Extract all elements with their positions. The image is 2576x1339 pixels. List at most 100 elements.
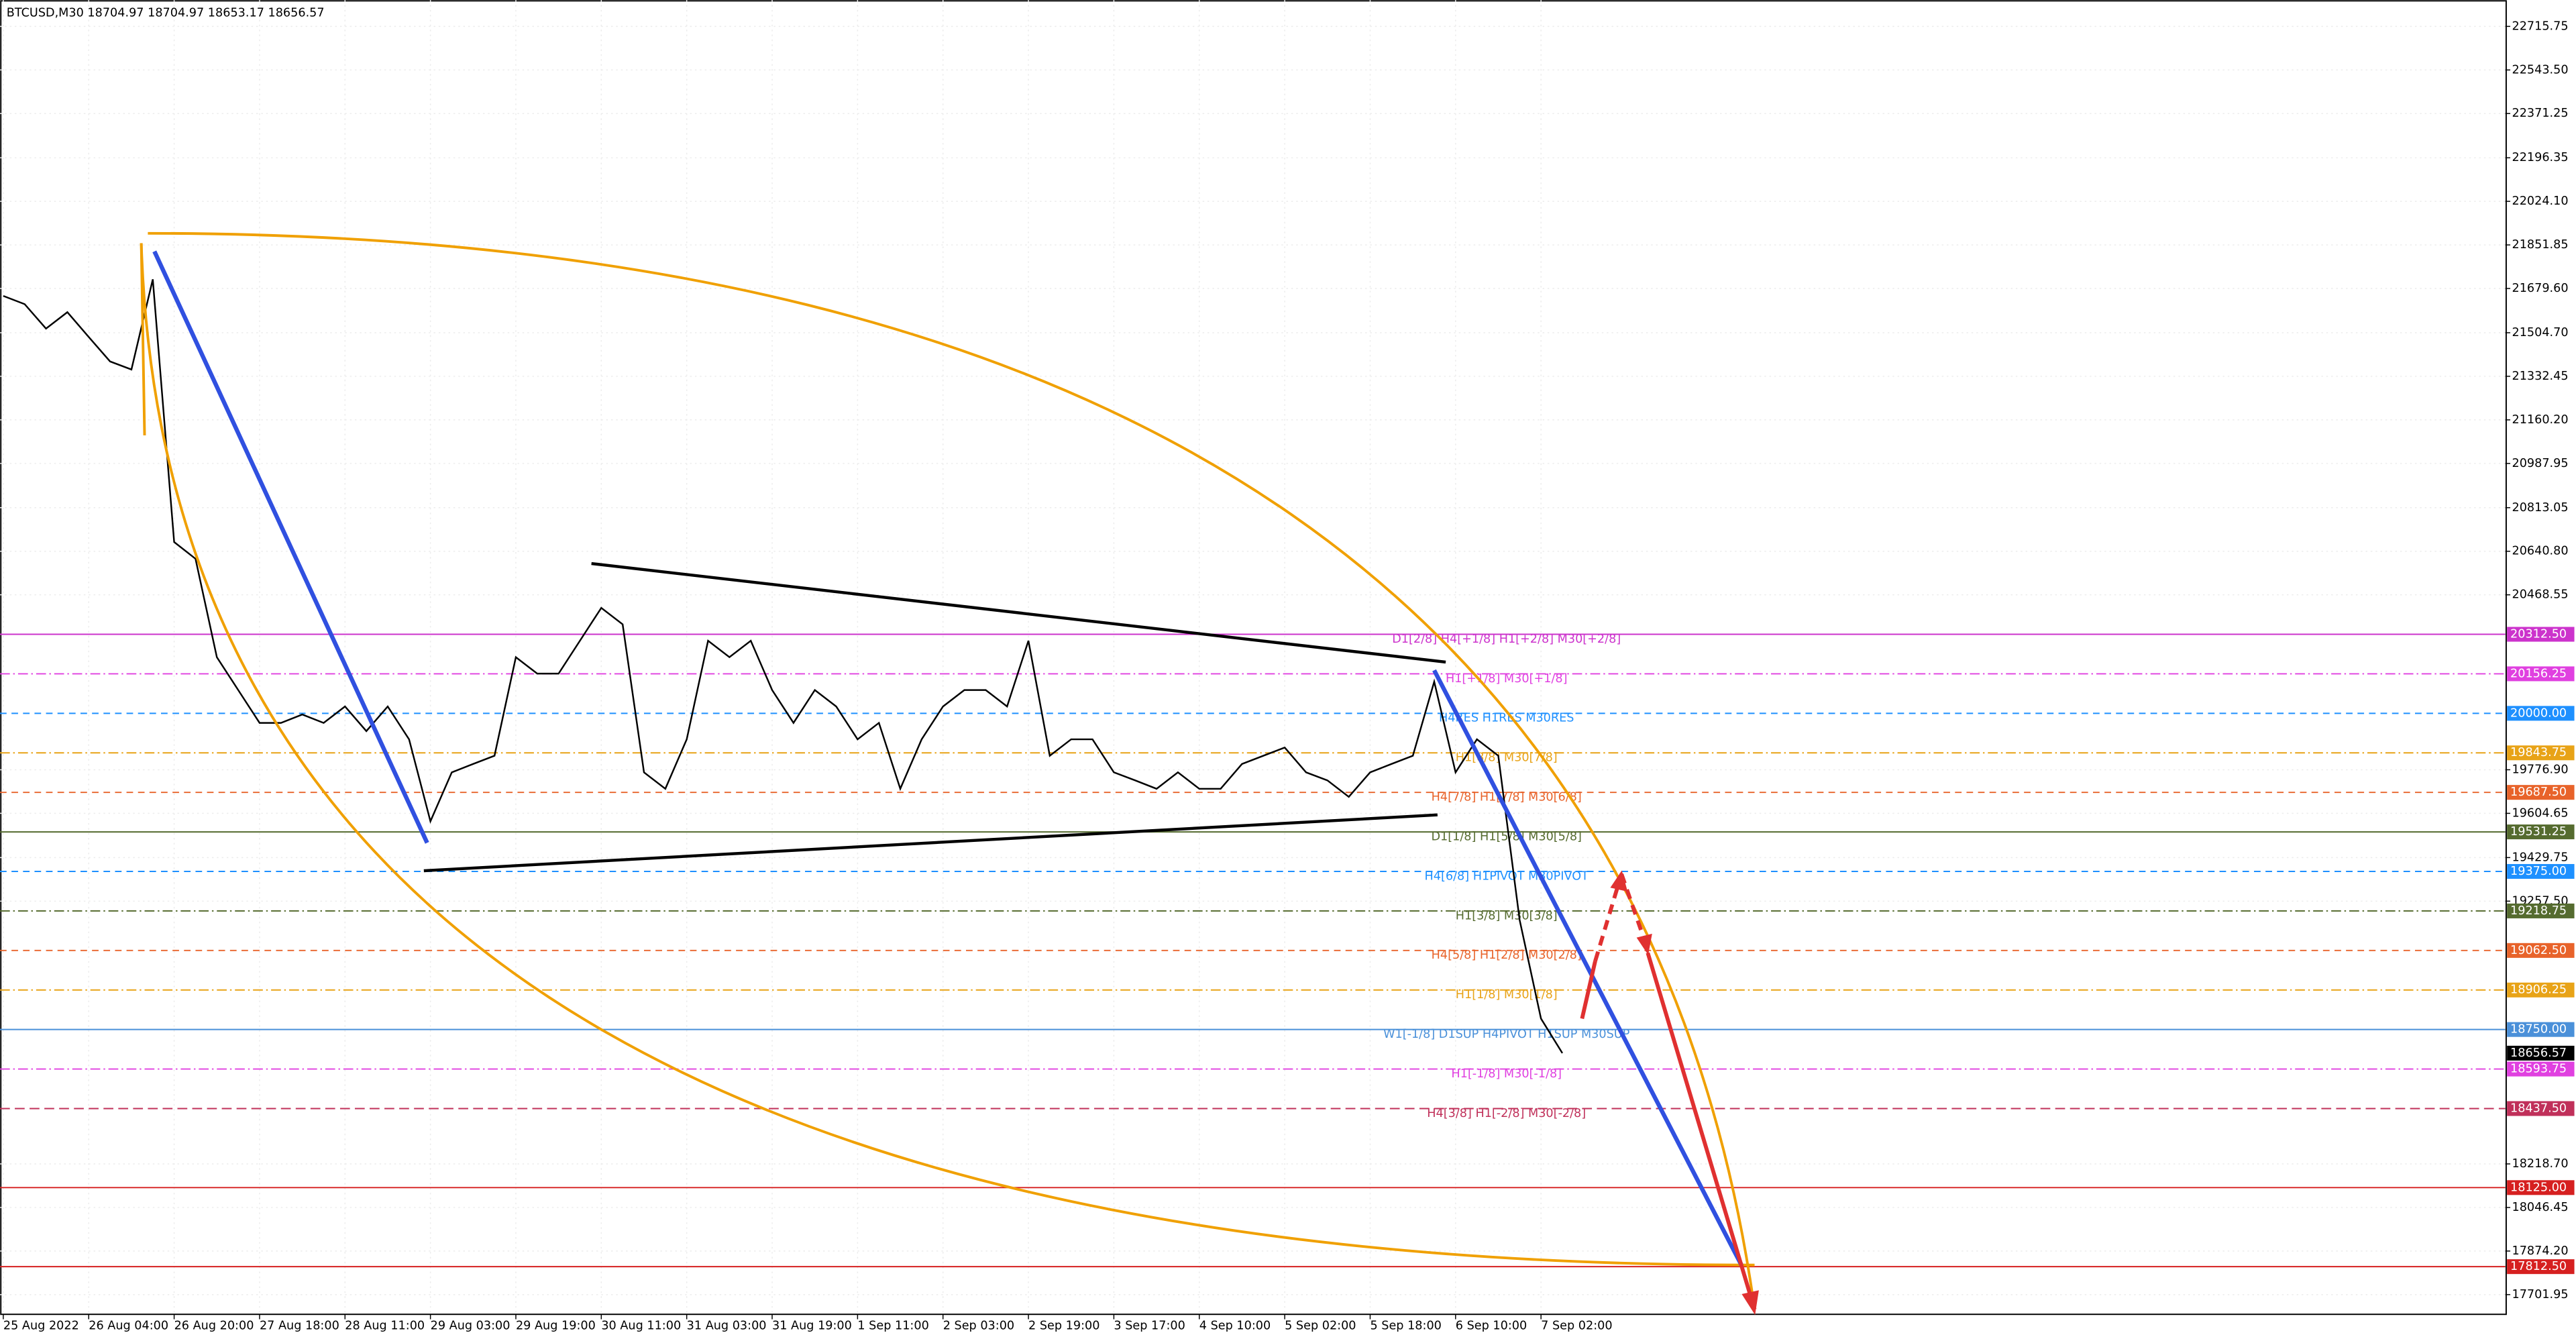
x-tick-label: 25 Aug 2022 xyxy=(3,1319,79,1332)
y-tick-label: 21332.45 xyxy=(2512,370,2568,383)
x-tick-label: 29 Aug 03:00 xyxy=(431,1319,511,1332)
x-tick-label: 5 Sep 18:00 xyxy=(1370,1319,1441,1332)
y-tick-label: 19776.90 xyxy=(2512,763,2568,776)
arrow-head xyxy=(1636,933,1652,955)
price-label: 18593.75 xyxy=(2510,1063,2567,1076)
arrow xyxy=(1646,952,1757,1310)
y-tick-label: 19429.75 xyxy=(2512,851,2568,864)
trend-line xyxy=(591,561,1446,664)
axes: 22715.75 22543.50 22371.25 22196.35 22024.10… xyxy=(3,19,2575,1332)
level-text: H1[3/8] M30[3/8] xyxy=(1456,909,1558,922)
y-tick-label: 18218.70 xyxy=(2512,1157,2568,1171)
level-text: D1[2/8] H4[+1/8] H1[+2/8] M30[+2/8] xyxy=(1392,633,1621,646)
x-tick-label: 29 Aug 19:00 xyxy=(516,1319,596,1332)
y-tick-label: 17701.95 xyxy=(2512,1288,2568,1301)
level-text: W1[-1/8] D1SUP H4PIVOT H1SUP M30SUP xyxy=(1383,1028,1630,1041)
y-tick-label: 22715.75 xyxy=(2512,19,2568,33)
price-box xyxy=(2507,666,2575,682)
level-text: H1[-1/8] M30[-1/8] xyxy=(1451,1067,1562,1081)
y-tick-label: 18046.45 xyxy=(2512,1201,2568,1214)
price-label: 17812.50 xyxy=(2510,1260,2567,1273)
level-text: H1[1/8] M30[1/8] xyxy=(1456,988,1558,1002)
series xyxy=(3,279,1564,1054)
x-tick-label: 27 Aug 18:00 xyxy=(260,1319,339,1332)
x-tick-label: 31 Aug 19:00 xyxy=(772,1319,852,1332)
drawings xyxy=(140,231,1759,1316)
x-tick-label: 7 Sep 02:00 xyxy=(1541,1319,1612,1332)
price-label: 19531.25 xyxy=(2510,825,2567,839)
arc xyxy=(140,243,1755,1267)
chart-title: BTCUSD,M30 18704.97 18704.97 18653.17 18… xyxy=(7,7,325,20)
x-tick-label: 26 Aug 20:00 xyxy=(174,1319,254,1332)
level-text: H1[+1/8] M30[+1/8] xyxy=(1446,672,1567,686)
level-text: H4[3/8] H1[-2/8] M30[-2/8] xyxy=(1427,1107,1586,1120)
price-box xyxy=(2507,627,2575,642)
y-tick-label: 22543.50 xyxy=(2512,63,2568,76)
levels: D1[2/8] H4[+1/8] H1[+2/8] M30[+2/8] H1[+1… xyxy=(0,633,2506,1268)
current-price-box xyxy=(2507,1045,2575,1061)
price-box xyxy=(2507,943,2575,958)
price-label: 19218.75 xyxy=(2510,904,2567,918)
y-tick-label: 21679.60 xyxy=(2512,282,2568,295)
x-tick-label: 2 Sep 19:00 xyxy=(1028,1319,1099,1332)
price-label: 19843.75 xyxy=(2510,746,2567,759)
price-box xyxy=(2507,785,2575,800)
price-label: 18437.50 xyxy=(2510,1102,2567,1115)
level-text: D1[1/8] H1[5/8] M30[5/8] xyxy=(1431,830,1581,843)
price-label: 20000.00 xyxy=(2510,706,2567,720)
x-tick-label: 28 Aug 11:00 xyxy=(345,1319,425,1332)
level-text: H4[7/8] H1[7/8] M30[6/8] xyxy=(1432,791,1582,804)
price-label: 19062.50 xyxy=(2510,944,2567,957)
y-tick-label: 22196.35 xyxy=(2512,151,2568,164)
price-box xyxy=(2507,863,2575,879)
x-tick-label: 3 Sep 17:00 xyxy=(1114,1319,1185,1332)
level-text: H4[6/8] H1PIVOT M30PIVOT xyxy=(1425,869,1589,883)
price-label: 20156.25 xyxy=(2510,667,2567,680)
x-tick-label: 5 Sep 02:00 xyxy=(1285,1319,1356,1332)
x-tick-label: 26 Aug 04:00 xyxy=(89,1319,168,1332)
price-box xyxy=(2507,1180,2575,1195)
x-tick-label: 2 Sep 03:00 xyxy=(943,1319,1014,1332)
level-text: H4RES H1RES M30RES xyxy=(1439,712,1574,725)
current-price-label: 18656.57 xyxy=(2510,1047,2567,1060)
y-tick-label: 22024.10 xyxy=(2512,195,2568,208)
price-box xyxy=(2507,1259,2575,1275)
arc xyxy=(148,231,1756,1310)
price-label: 19687.50 xyxy=(2510,786,2567,799)
y-tick-label: 20468.55 xyxy=(2512,588,2568,602)
price-box xyxy=(2507,982,2575,998)
x-tick-label: 4 Sep 10:00 xyxy=(1199,1319,1271,1332)
y-tick-label: 21504.70 xyxy=(2512,326,2568,339)
price-line xyxy=(3,279,1564,1054)
y-tick-label: 20987.95 xyxy=(2512,457,2568,470)
x-tick-label: 6 Sep 10:00 xyxy=(1456,1319,1527,1332)
arrow xyxy=(1580,961,1597,1020)
x-tick-label: 31 Aug 03:00 xyxy=(687,1319,767,1332)
y-tick-label: 21851.85 xyxy=(2512,238,2568,252)
plot-frame xyxy=(0,0,2507,1316)
y-tick-label: 20813.05 xyxy=(2512,501,2568,515)
y-tick-label: 22371.25 xyxy=(2512,107,2568,120)
price-box xyxy=(2507,1061,2575,1077)
price-label: 18906.25 xyxy=(2510,983,2567,997)
price-label: 19375.00 xyxy=(2510,865,2567,878)
trend-line xyxy=(1432,669,1743,1267)
price-box xyxy=(2507,1022,2575,1037)
price-box xyxy=(2507,745,2575,761)
arrow-head xyxy=(1741,1290,1759,1316)
price-box xyxy=(2507,824,2575,840)
price-label: 18125.00 xyxy=(2510,1181,2567,1194)
grid xyxy=(0,0,2506,1315)
x-tick-label: 30 Aug 11:00 xyxy=(601,1319,681,1332)
trend-line xyxy=(423,813,1438,873)
price-label: 18750.00 xyxy=(2510,1023,2567,1036)
arc-edge xyxy=(140,243,146,436)
level-text: H4[5/8] H1[2/8] M30[2/8] xyxy=(1432,949,1582,962)
x-tick-label: 1 Sep 11:00 xyxy=(857,1319,928,1332)
trend-line xyxy=(152,250,429,844)
price-label: 20312.50 xyxy=(2510,628,2567,641)
price-box xyxy=(2507,903,2575,918)
